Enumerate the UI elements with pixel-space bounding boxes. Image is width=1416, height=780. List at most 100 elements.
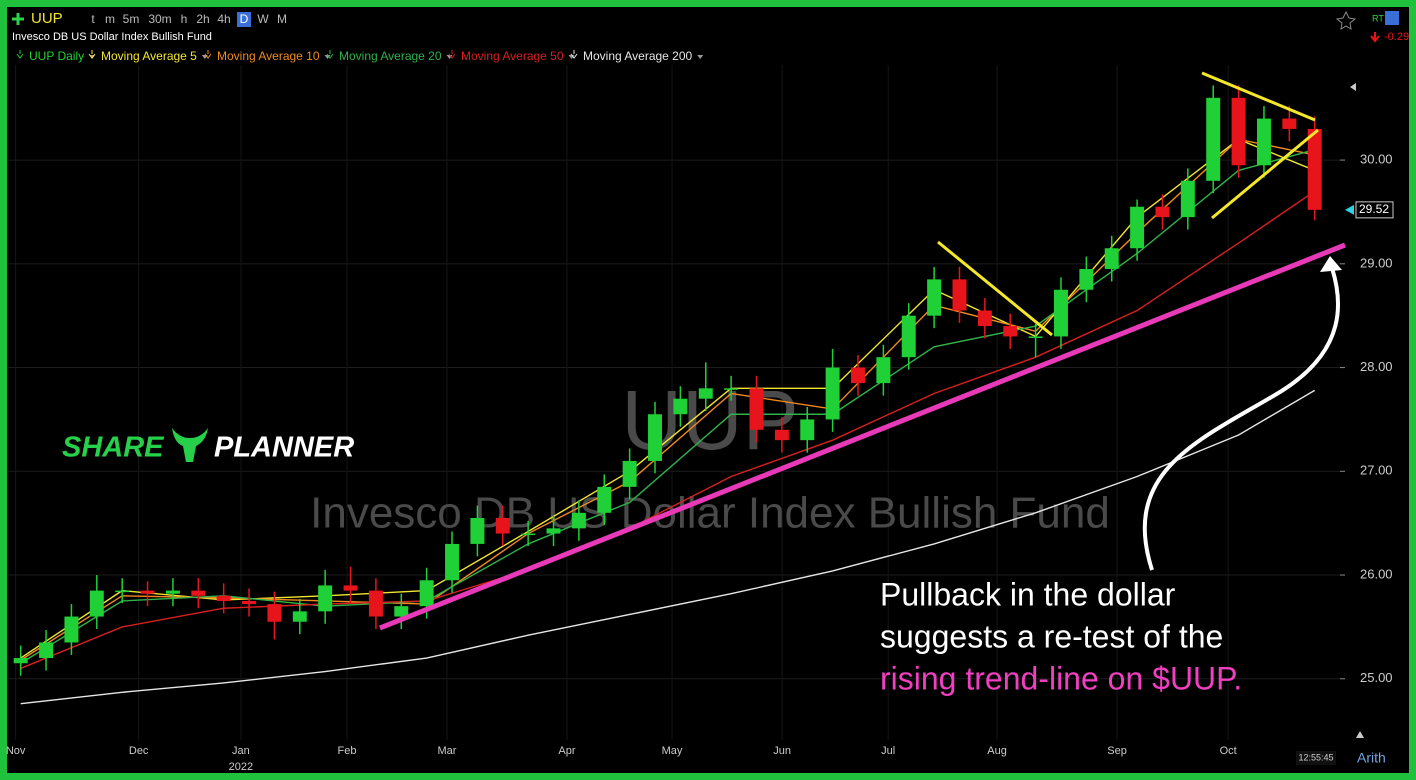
- candle-body: [318, 585, 333, 612]
- candle-body: [470, 517, 485, 544]
- x-tick-label: May: [662, 745, 683, 757]
- candle-body: [825, 367, 840, 420]
- timeframe[interactable]: 2h: [196, 12, 209, 26]
- legend-entry[interactable]: Moving Average 5: [101, 49, 197, 63]
- scroll-icon[interactable]: [1350, 83, 1356, 91]
- legend-arrow: [16, 50, 24, 59]
- moving-average: [20, 138, 1315, 659]
- candle-body: [1231, 97, 1246, 166]
- candle-body: [1206, 97, 1221, 181]
- candle-body: [673, 398, 688, 415]
- candle-body: [698, 388, 713, 399]
- y-tick-label: 26.00: [1360, 566, 1393, 581]
- add-icon[interactable]: [12, 13, 24, 25]
- timeframe[interactable]: M: [277, 12, 287, 26]
- x-sublabel: 2022: [229, 761, 253, 773]
- legend-arrow: [448, 50, 456, 59]
- moving-average: [20, 190, 1316, 670]
- candle-body: [1079, 269, 1094, 290]
- timeframe[interactable]: 4h: [217, 12, 230, 26]
- candle-body: [851, 367, 865, 384]
- candle-body: [1028, 336, 1043, 338]
- y-tick-label: 28.00: [1360, 359, 1393, 374]
- legend-entry[interactable]: UUP Daily: [29, 49, 84, 63]
- candle-body: [1307, 128, 1322, 210]
- x-tick-label: Jun: [773, 745, 791, 757]
- scale-mode[interactable]: Arith: [1357, 750, 1386, 766]
- candle-body: [1130, 206, 1145, 249]
- plot-area: [13, 85, 1322, 705]
- candle-body: [800, 419, 815, 441]
- candle-body: [89, 590, 104, 617]
- arrow-head: [1320, 256, 1342, 272]
- candle-body: [292, 611, 307, 622]
- y-tick-label: 29.00: [1360, 255, 1393, 270]
- down-arrow: [1370, 32, 1380, 43]
- legend-dropdown[interactable]: [697, 55, 704, 59]
- drawn-line: [1201, 71, 1316, 122]
- candle-body: [622, 460, 637, 487]
- price-tag: [1355, 201, 1394, 219]
- candle-body: [901, 315, 916, 358]
- trend-line: [379, 242, 1346, 631]
- logo-left: SHARE: [62, 432, 165, 464]
- candle-body: [774, 429, 789, 441]
- symbol[interactable]: UUP: [31, 10, 63, 27]
- drawn-line: [937, 240, 1053, 337]
- moving-average: [20, 138, 1315, 661]
- price-tag-label: 29.52: [1359, 202, 1389, 216]
- candle-body: [242, 600, 257, 605]
- candle-body: [140, 590, 155, 594]
- legend-entry[interactable]: Moving Average 200: [583, 49, 693, 63]
- legend-arrow: [204, 50, 212, 59]
- drawn-line: [1211, 128, 1319, 220]
- candle-body: [165, 590, 180, 594]
- annotation-line: suggests a re-test of the: [880, 618, 1223, 654]
- candle-body: [1003, 326, 1018, 337]
- x-tick-label: Aug: [987, 745, 1007, 757]
- candle-body: [977, 310, 992, 327]
- annotation-arrow: [1142, 267, 1341, 571]
- fund-name: Invesco DB US Dollar Index Bullish Fund: [12, 31, 212, 43]
- candle-body: [495, 517, 510, 534]
- legend-entry[interactable]: Moving Average 50: [461, 49, 564, 63]
- moving-average: [20, 389, 1316, 705]
- candle-body: [1155, 206, 1170, 218]
- y-tick-label: 27.00: [1360, 463, 1393, 478]
- timeframe[interactable]: h: [181, 12, 188, 26]
- timeframe[interactable]: 30m: [148, 12, 171, 26]
- star-icon[interactable]: [1335, 10, 1357, 30]
- timeframe[interactable]: 5m: [123, 12, 140, 26]
- change: -0.29: [1384, 31, 1409, 43]
- scroll-icon[interactable]: [1356, 731, 1364, 738]
- timeframe[interactable]: W: [257, 12, 269, 26]
- legend: UUP Daily Moving Average 5 Moving Average …: [16, 49, 704, 63]
- annotation-line: Pullback in the dollar: [880, 576, 1176, 612]
- timeframe[interactable]: m: [105, 12, 115, 26]
- x-tick-label: Jul: [881, 745, 895, 757]
- candle-body: [876, 357, 891, 384]
- candle-body: [1053, 289, 1068, 337]
- x-tick-label: Feb: [337, 745, 356, 757]
- annotation-line: rising trend-line on $UUP.: [880, 660, 1242, 696]
- x-tick-label: Nov: [6, 745, 26, 757]
- legend-arrow: [326, 50, 334, 59]
- candle-body: [521, 533, 536, 536]
- candle-body: [267, 604, 282, 622]
- legend-entry[interactable]: Moving Average 20: [339, 49, 442, 63]
- legend-entry[interactable]: Moving Average 10: [217, 49, 320, 63]
- candle-body: [394, 606, 409, 617]
- timeframe[interactable]: D: [240, 12, 249, 26]
- time: 12:55:45: [1298, 752, 1333, 762]
- rt[interactable]: RT: [1372, 13, 1384, 23]
- candle-body: [724, 388, 739, 390]
- time-box: [1296, 751, 1336, 765]
- timeframe[interactable]: t: [91, 12, 95, 26]
- logo-icon: [172, 428, 208, 462]
- s-button[interactable]: [1385, 11, 1399, 25]
- candle-body: [927, 279, 942, 316]
- x-tick-label: Sep: [1107, 745, 1127, 757]
- candle-body: [343, 585, 358, 591]
